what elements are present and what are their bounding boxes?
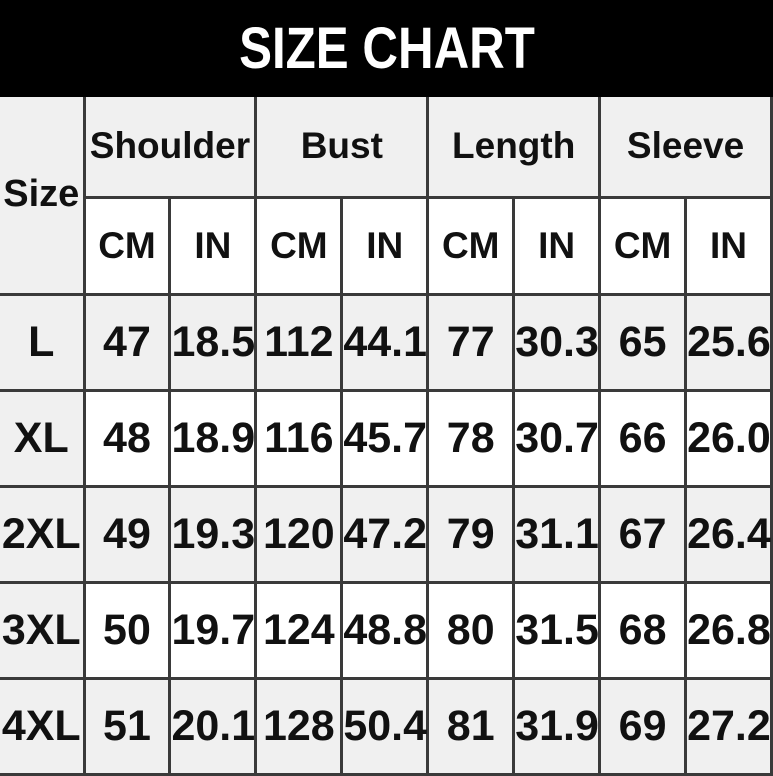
measurement-cell: 116: [254, 388, 344, 488]
measurement-cell: 69: [598, 676, 688, 776]
size-label: 3XL: [0, 580, 86, 680]
unit-header-row: CM IN CM IN CM IN CM IN: [0, 195, 773, 296]
measurement-cell: 68: [598, 580, 688, 680]
measurement-cell: 77: [426, 292, 516, 392]
measurement-cell: 66: [598, 388, 688, 488]
unit-header-sleeve-in: IN: [684, 195, 773, 296]
group-header-row: Size Shoulder Bust Length Sleeve: [0, 97, 773, 296]
measurement-cell: 47: [82, 292, 172, 392]
measurement-cell: 124: [254, 580, 344, 680]
group-header-shoulder: Shoulder: [82, 97, 258, 199]
measurement-cell: 31.5: [512, 580, 602, 680]
measurement-cell: 30.3: [512, 292, 602, 392]
measurement-cell: 49: [82, 484, 172, 584]
unit-header-shoulder-in: IN: [168, 195, 258, 296]
measurement-cell: 31.1: [512, 484, 602, 584]
size-label: 4XL: [0, 676, 86, 776]
measurement-cell: 26.0: [684, 388, 773, 488]
measurement-cell: 30.7: [512, 388, 602, 488]
table-row-3xl: 3XL 50 19.7 124 48.8 80 31.5 68 26.8: [0, 580, 773, 680]
unit-header-bust-cm: CM: [254, 195, 344, 296]
measurement-cell: 45.7: [340, 388, 430, 488]
unit-header-length-in: IN: [512, 195, 602, 296]
size-label: L: [0, 294, 86, 392]
unit-header-length-cm: CM: [426, 195, 516, 296]
size-chart-table: Size Shoulder Bust Length Sleeve CM IN C…: [0, 97, 773, 776]
measurement-cell: 18.9: [168, 388, 258, 488]
measurement-cell: 31.9: [512, 676, 602, 776]
measurement-cell: 128: [254, 676, 344, 776]
measurement-cell: 112: [254, 292, 344, 392]
measurement-cell: 51: [82, 676, 172, 776]
table-row-4xl: 4XL 51 20.1 128 50.4 81 31.9 69 27.2: [0, 676, 773, 776]
table-row-2xl: 2XL 49 19.3 120 47.2 79 31.1 67 26.4: [0, 484, 773, 584]
measurement-cell: 78: [426, 388, 516, 488]
measurement-cell: 120: [254, 484, 344, 584]
measurement-cell: 50: [82, 580, 172, 680]
measurement-cell: 47.2: [340, 484, 430, 584]
measurement-cell: 19.7: [168, 580, 258, 680]
group-header-length: Length: [426, 97, 602, 199]
group-header-bust: Bust: [254, 97, 430, 199]
measurement-cell: 19.3: [168, 484, 258, 584]
corner-header-size: Size: [0, 97, 86, 296]
measurement-cell: 44.1: [340, 292, 430, 392]
unit-header-bust-in: IN: [340, 195, 430, 296]
measurement-cell: 26.4: [684, 484, 773, 584]
measurement-cell: 67: [598, 484, 688, 584]
size-label: XL: [0, 388, 86, 488]
group-header-sleeve: Sleeve: [598, 97, 773, 199]
unit-header-shoulder-cm: CM: [84, 195, 172, 296]
size-label: 2XL: [0, 484, 86, 584]
measurement-cell: 20.1: [168, 676, 258, 776]
page-title: SIZE CHART: [238, 16, 535, 81]
measurement-cell: 65: [598, 292, 688, 392]
measurement-cell: 50.4: [340, 676, 430, 776]
unit-header-sleeve-cm: CM: [598, 195, 688, 296]
table-row-l: L 47 18.5 112 44.1 77 30.3 65 25.6: [0, 292, 773, 392]
measurement-cell: 26.8: [684, 580, 773, 680]
measurement-cell: 79: [426, 484, 516, 584]
measurement-cell: 48: [82, 388, 172, 488]
table-row-xl: XL 48 18.9 116 45.7 78 30.7 66 26.0: [0, 388, 773, 488]
measurement-cell: 48.8: [340, 580, 430, 680]
measurement-cell: 27.2: [684, 676, 773, 776]
measurement-cell: 25.6: [684, 292, 773, 392]
measurement-cell: 18.5: [168, 292, 258, 392]
measurement-cell: 80: [426, 580, 516, 680]
measurement-cell: 81: [426, 676, 516, 776]
size-chart-banner: SIZE CHART: [0, 0, 773, 97]
